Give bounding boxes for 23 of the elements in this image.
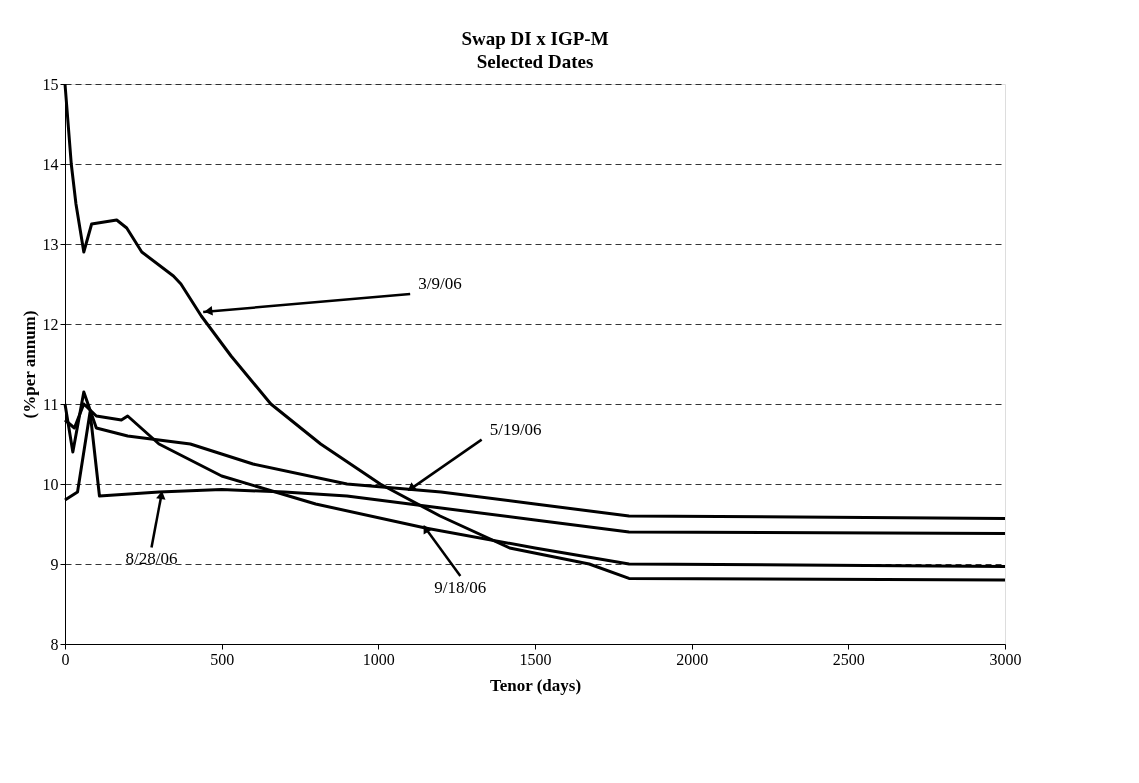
annotation: 9/18/06: [434, 578, 487, 597]
x-tick-label: 0: [61, 650, 70, 668]
y-tick-label: 14: [42, 155, 59, 173]
x-tick-label: 1500: [519, 650, 552, 668]
x-tick-label: 500: [210, 650, 235, 668]
y-tick-label: 13: [42, 235, 59, 253]
annotation: 3/9/06: [418, 274, 462, 293]
y-tick-label: 12: [42, 315, 59, 333]
chart-subtitle: Selected Dates: [476, 51, 594, 72]
y-tick-label: 11: [43, 395, 59, 413]
x-tick-label: 2500: [832, 650, 865, 668]
x-tick-label: 1000: [362, 650, 395, 668]
x-tick-label: 3000: [989, 650, 1022, 668]
y-tick-label: 15: [42, 75, 59, 93]
y-axis-title: (%per annum): [19, 310, 39, 419]
x-axis-title: Tenor (days): [489, 675, 582, 695]
chart-title: Swap DI x IGP-M: [461, 28, 609, 49]
x-tick-label: 2000: [676, 650, 709, 668]
y-tick-label: 9: [50, 555, 59, 573]
annotation: 5/19/06: [489, 419, 542, 439]
y-tick-label: 8: [50, 635, 59, 653]
annotation: 8/28/06: [125, 549, 178, 569]
y-tick-label: 10: [42, 475, 59, 493]
